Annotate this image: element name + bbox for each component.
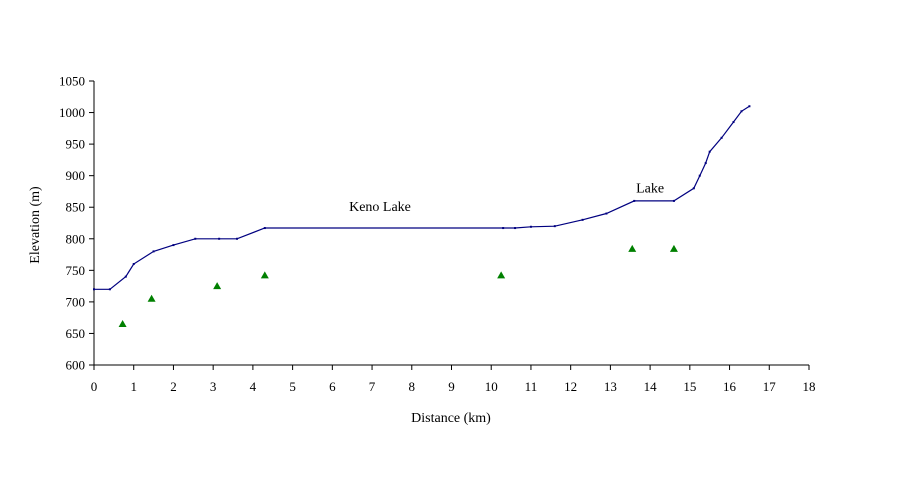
triangle-marker — [147, 294, 156, 302]
x-tick-label: 5 — [289, 379, 296, 394]
x-tick-label: 13 — [604, 379, 617, 394]
elevation-data-point — [124, 275, 127, 278]
annotation-label: Keno Lake — [349, 200, 411, 215]
elevation-series-path — [94, 105, 750, 290]
x-tick-label: 8 — [409, 379, 416, 394]
y-tick-label: 1000 — [59, 105, 85, 120]
triangle-marker — [628, 244, 637, 252]
elevation-data-point — [132, 263, 135, 266]
y-tick-label: 700 — [66, 294, 86, 309]
elevation-data-point — [218, 237, 221, 240]
elevation-profile-line — [93, 105, 751, 291]
x-tick-label: 18 — [803, 379, 816, 394]
x-tick-label: 0 — [91, 379, 98, 394]
annotation-label: Lake — [636, 181, 664, 196]
elevation-data-point — [672, 199, 675, 202]
elevation-data-point — [529, 225, 532, 228]
x-tick-label: 17 — [763, 379, 777, 394]
triangle-marker — [118, 319, 127, 327]
elevation-data-point — [692, 187, 695, 190]
elevation-data-point — [704, 162, 707, 165]
elevation-data-point — [152, 250, 155, 253]
elevation-data-point — [740, 110, 743, 113]
tick-labels: 0 1 2 3 4 5 6 7 8 9 10 11 12 13 14 15 16 17 18600650700750… — [59, 74, 816, 395]
elevation-data-point — [708, 150, 711, 153]
y-tick-label: 800 — [66, 231, 86, 246]
x-tick-label: 16 — [723, 379, 737, 394]
elevation-data-point — [502, 227, 505, 230]
elevation-data-point — [581, 218, 584, 221]
elevation-data-point — [263, 227, 266, 230]
elevation-data-point — [194, 237, 197, 240]
x-tick-label: 1 — [130, 379, 137, 394]
x-tick-label: 12 — [564, 379, 577, 394]
y-tick-label: 850 — [66, 200, 86, 215]
triangle-marker — [497, 271, 506, 279]
x-tick-label: 3 — [210, 379, 217, 394]
y-tick-label: 600 — [66, 358, 86, 373]
elevation-data-point — [236, 237, 238, 240]
elevation-data-point — [720, 136, 723, 139]
x-tick-label: 2 — [170, 379, 177, 394]
y-tick-label: 950 — [66, 137, 86, 152]
x-tick-label: 11 — [525, 379, 538, 394]
triangle-marker — [669, 244, 678, 252]
elevation-data-point — [605, 212, 608, 215]
y-tick-label: 1050 — [59, 74, 85, 89]
elevation-data-point — [108, 288, 111, 291]
elevation-data-point — [633, 199, 636, 202]
elevation-data-point — [553, 225, 556, 228]
elevation-data-point — [698, 174, 701, 177]
elevation-data-point — [93, 288, 95, 291]
y-tick-label: 900 — [66, 168, 86, 183]
x-tick-label: 9 — [448, 379, 455, 394]
x-tick-label: 6 — [329, 379, 336, 394]
axes — [89, 80, 810, 370]
annotations: Keno Lake Lake — [349, 181, 664, 215]
x-tick-label: 4 — [250, 379, 257, 394]
y-tick-label: 650 — [66, 326, 86, 341]
elevation-data-point — [748, 105, 751, 108]
x-tick-label: 14 — [644, 379, 658, 394]
y-tick-label: 750 — [66, 263, 86, 278]
x-axis-title: Distance (km) — [411, 411, 491, 426]
triangle-marker — [213, 282, 222, 290]
y-axis-title: Elevation (m) — [28, 186, 43, 264]
triangle-markers — [118, 244, 678, 327]
elevation-data-point — [732, 121, 735, 124]
triangle-marker — [260, 271, 269, 279]
x-tick-label: 15 — [683, 379, 696, 394]
x-tick-label: 10 — [485, 379, 498, 394]
x-tick-label: 7 — [369, 379, 376, 394]
elevation-data-point — [172, 244, 175, 247]
elevation-data-point — [514, 227, 517, 230]
